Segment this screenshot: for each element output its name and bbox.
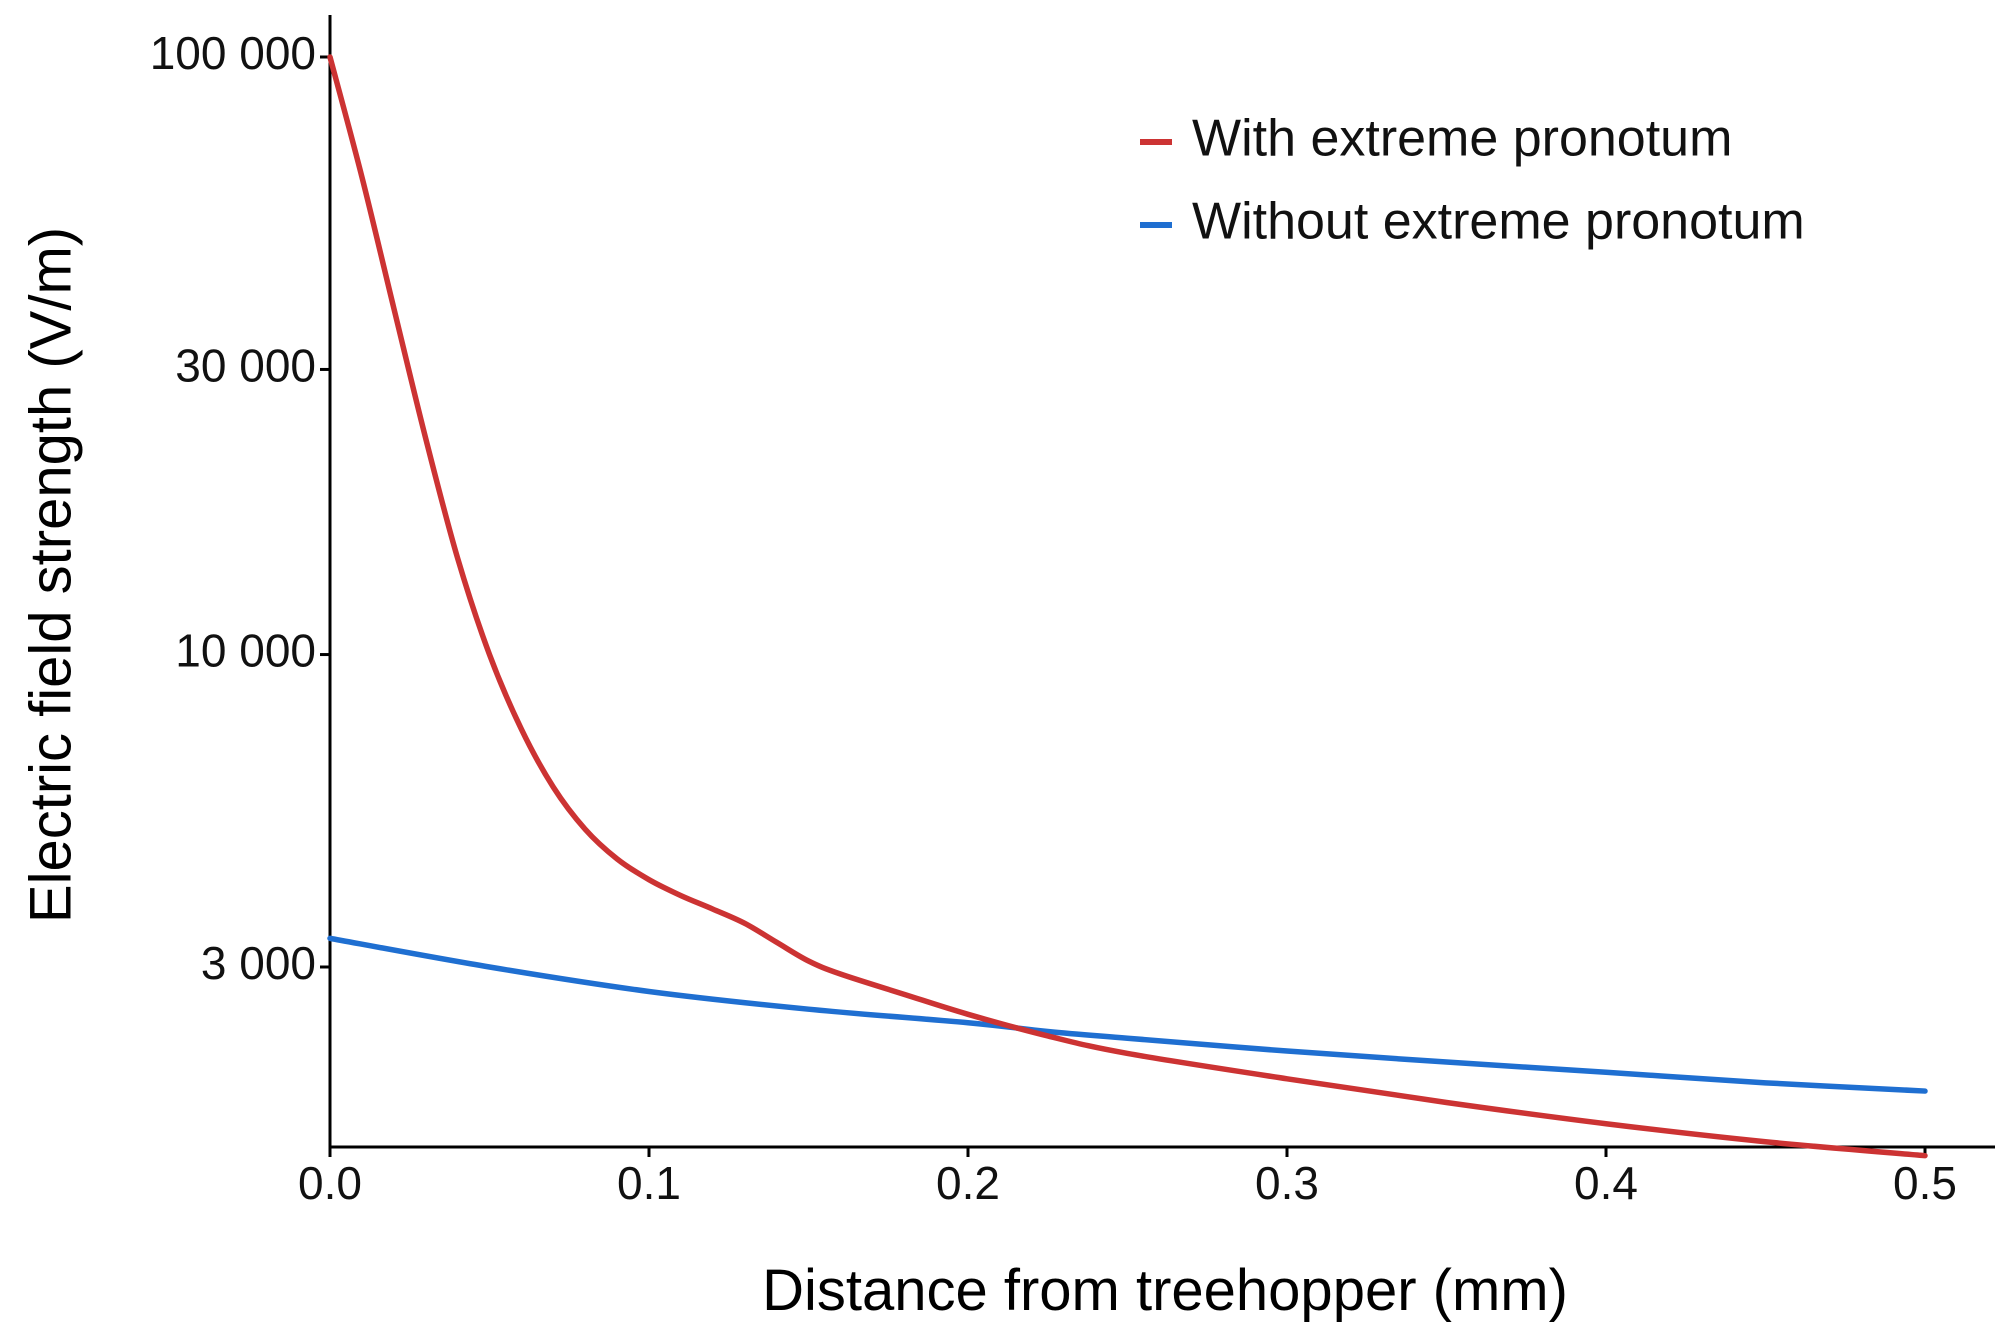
x-tick-label: 0.5 — [1893, 1157, 1957, 1209]
series-line-with-extreme-pronotum — [327, 54, 1928, 1159]
x-tick-label: 0.1 — [617, 1157, 681, 1209]
y-tick-label: 100 000 — [150, 27, 316, 79]
plot-area: 3 000 10 000 30 000 100 000 0.0 0.1 0.2 0.3 0.4 0… — [150, 15, 1995, 1209]
series-line-without-extreme-pronotum — [327, 935, 1928, 1094]
x-tick-label: 0.4 — [1574, 1157, 1638, 1209]
y-tick-label: 3 000 — [201, 937, 316, 989]
x-tick-label: 0.2 — [936, 1157, 1000, 1209]
y-tick-label: 10 000 — [175, 625, 316, 677]
x-tick-label: 0.0 — [298, 1157, 362, 1209]
x-axis-title: Distance from treehopper (mm) — [762, 1258, 1568, 1323]
y-axis-title: Electric field strength (V/m) — [18, 227, 83, 923]
legend-label: Without extreme pronotum — [1192, 193, 1805, 251]
x-tick-label: 0.3 — [1255, 1157, 1319, 1209]
legend-label: With extreme pronotum — [1192, 110, 1732, 168]
y-tick-label: 30 000 — [175, 340, 316, 392]
